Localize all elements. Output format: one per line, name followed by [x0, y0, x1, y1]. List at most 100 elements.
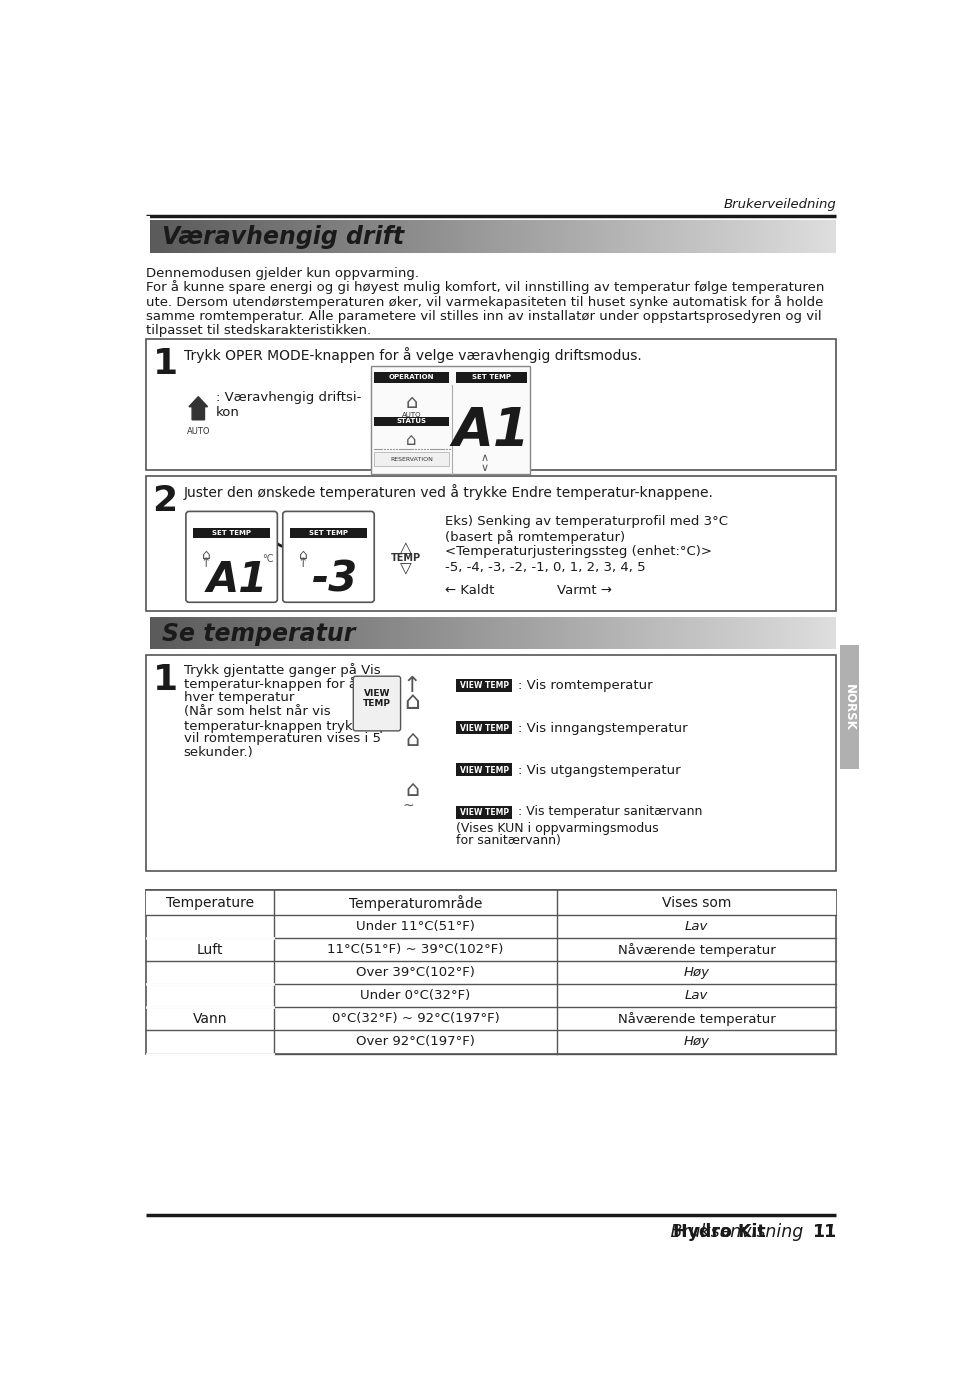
- Bar: [514, 617, 516, 650]
- Bar: [395, 617, 396, 650]
- Bar: [527, 220, 530, 252]
- Bar: [582, 220, 585, 252]
- Bar: [537, 617, 539, 650]
- Bar: [440, 220, 442, 252]
- Bar: [590, 220, 592, 252]
- Bar: [235, 617, 238, 650]
- Bar: [252, 220, 254, 252]
- Bar: [553, 617, 555, 650]
- Bar: [454, 617, 456, 650]
- Bar: [254, 220, 256, 252]
- Bar: [621, 220, 624, 252]
- Text: Vises som: Vises som: [661, 896, 730, 910]
- Bar: [737, 220, 739, 252]
- Text: (Når som helst når vis: (Når som helst når vis: [183, 704, 330, 718]
- Bar: [256, 617, 259, 650]
- Bar: [232, 617, 233, 650]
- Bar: [266, 617, 268, 650]
- Bar: [502, 617, 504, 650]
- Bar: [277, 617, 279, 650]
- Bar: [413, 220, 415, 252]
- Bar: [755, 617, 758, 650]
- Bar: [539, 220, 541, 252]
- Bar: [406, 220, 408, 252]
- Bar: [826, 220, 828, 252]
- Bar: [392, 617, 395, 650]
- Bar: [282, 617, 284, 650]
- Bar: [297, 617, 300, 650]
- Bar: [683, 220, 686, 252]
- Text: sekunder.): sekunder.): [183, 746, 253, 759]
- Bar: [165, 617, 167, 650]
- Bar: [222, 617, 224, 650]
- Bar: [336, 220, 339, 252]
- Bar: [493, 220, 496, 252]
- Text: Under 11°C(51°F): Under 11°C(51°F): [355, 920, 475, 932]
- Bar: [290, 528, 367, 538]
- Bar: [702, 617, 704, 650]
- Bar: [553, 220, 555, 252]
- Bar: [619, 617, 621, 650]
- Bar: [194, 220, 196, 252]
- Text: TEMP: TEMP: [362, 699, 391, 707]
- Text: Luft: Luft: [196, 942, 223, 956]
- Text: temperatur-knappen trykkes på,: temperatur-knappen trykkes på,: [183, 718, 399, 732]
- Bar: [812, 220, 815, 252]
- Bar: [580, 220, 582, 252]
- Text: for sanitærvann): for sanitærvann): [456, 834, 560, 847]
- Bar: [597, 220, 598, 252]
- Bar: [716, 220, 719, 252]
- Bar: [776, 617, 778, 650]
- Text: Høy: Høy: [682, 1036, 709, 1049]
- Bar: [760, 617, 761, 650]
- Bar: [243, 220, 245, 252]
- Bar: [631, 220, 633, 252]
- Bar: [247, 617, 250, 650]
- Bar: [157, 220, 160, 252]
- Bar: [194, 617, 196, 650]
- Bar: [274, 617, 277, 650]
- Bar: [801, 220, 803, 252]
- Bar: [261, 220, 263, 252]
- Bar: [263, 617, 266, 650]
- Bar: [220, 220, 222, 252]
- Bar: [709, 220, 711, 252]
- Bar: [155, 220, 157, 252]
- Text: (basert på romtemperatur): (basert på romtemperatur): [444, 529, 624, 543]
- FancyBboxPatch shape: [353, 676, 400, 731]
- Bar: [413, 617, 415, 650]
- Bar: [229, 617, 232, 650]
- Bar: [213, 220, 215, 252]
- Bar: [411, 617, 413, 650]
- Bar: [422, 617, 424, 650]
- Bar: [146, 216, 150, 220]
- Bar: [564, 617, 566, 650]
- Bar: [516, 617, 518, 650]
- Bar: [378, 617, 380, 650]
- Bar: [520, 617, 523, 650]
- Bar: [688, 617, 691, 650]
- Bar: [826, 617, 828, 650]
- Bar: [429, 220, 431, 252]
- Bar: [532, 617, 535, 650]
- Bar: [594, 220, 597, 252]
- Bar: [647, 220, 649, 252]
- Bar: [771, 220, 773, 252]
- Text: ↑: ↑: [297, 557, 308, 570]
- Text: OPERATION: OPERATION: [389, 374, 435, 381]
- Bar: [831, 220, 833, 252]
- Bar: [396, 617, 399, 650]
- Bar: [799, 220, 801, 252]
- Bar: [481, 220, 484, 252]
- Text: 1: 1: [152, 347, 177, 381]
- Bar: [193, 617, 194, 650]
- Bar: [456, 805, 512, 819]
- Bar: [185, 617, 188, 650]
- Bar: [555, 220, 558, 252]
- Bar: [305, 617, 307, 650]
- Bar: [502, 220, 504, 252]
- Bar: [665, 220, 668, 252]
- Bar: [291, 220, 294, 252]
- Bar: [781, 617, 782, 650]
- Bar: [475, 617, 476, 650]
